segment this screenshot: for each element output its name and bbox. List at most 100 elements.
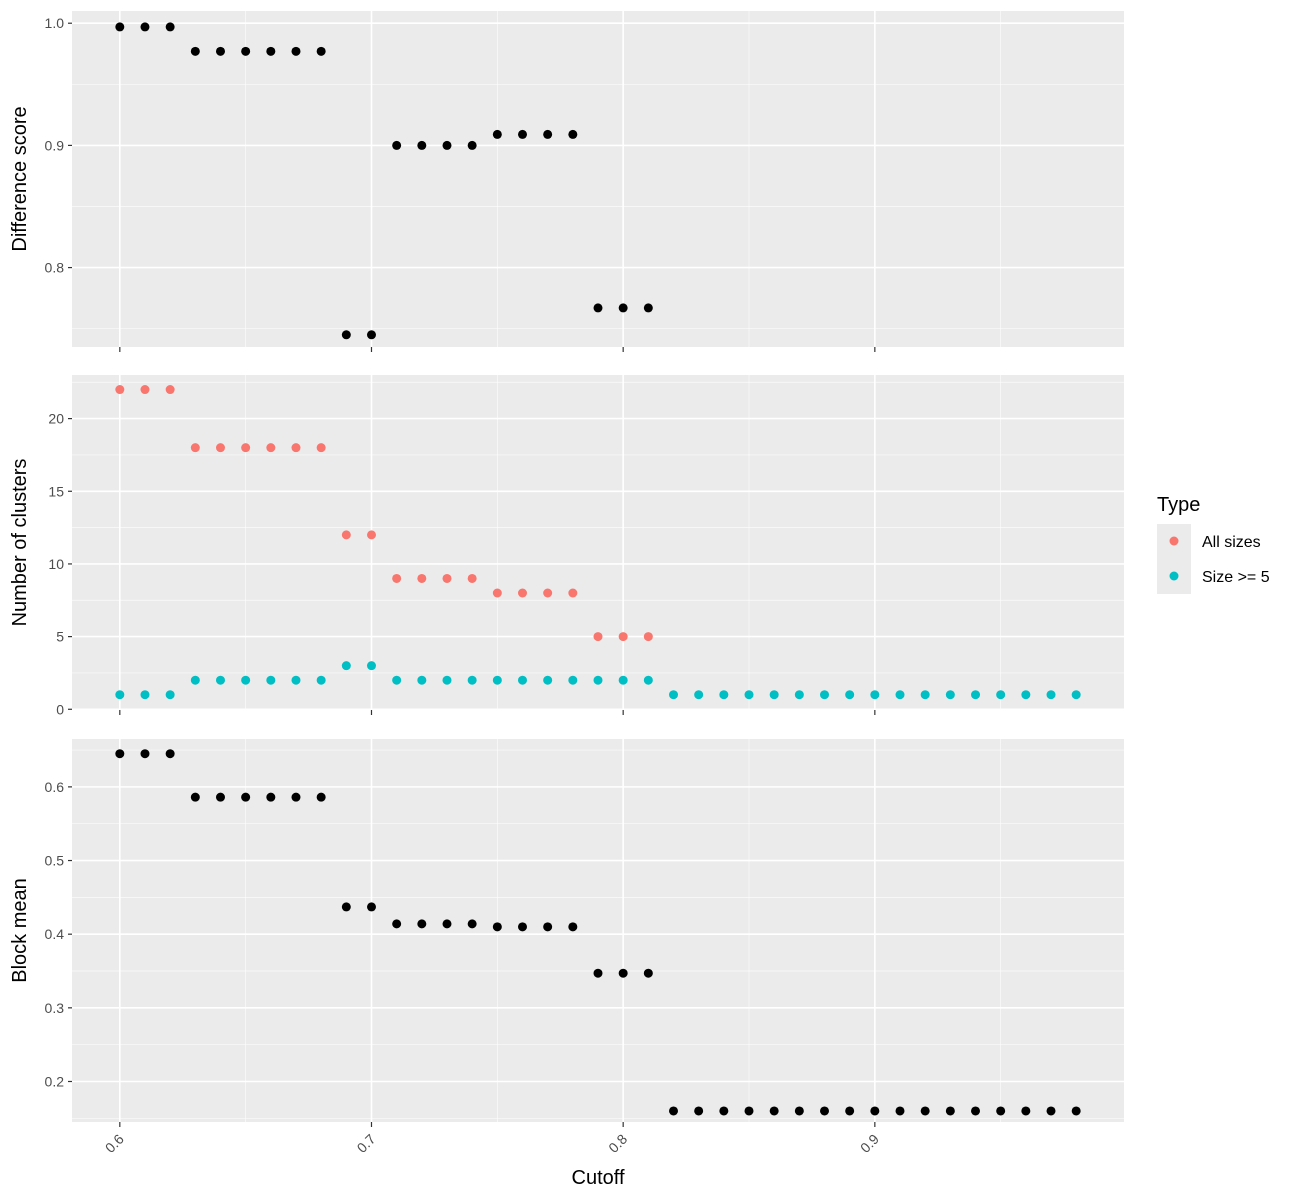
data-point: [694, 690, 704, 700]
data-point: [543, 129, 553, 139]
data-point: [845, 690, 855, 700]
data-point: [769, 1106, 779, 1116]
chart-panels: 0.8 0.9 1.0 Difference score 0 5 10 15 20 Number …: [9, 11, 1124, 1156]
data-point: [190, 46, 200, 56]
data-point: [266, 443, 276, 453]
legend-title: Type: [1157, 494, 1200, 516]
data-point: [140, 22, 150, 32]
y-tick-label: 0.4: [45, 926, 65, 942]
data-point: [971, 690, 981, 700]
data-point: [366, 530, 376, 540]
data-point: [1071, 1106, 1081, 1116]
data-point: [165, 22, 175, 32]
panel-background: [72, 375, 1124, 710]
data-point: [593, 632, 603, 642]
data-point: [392, 919, 402, 929]
data-point: [543, 922, 553, 932]
data-point: [215, 792, 225, 802]
data-point: [618, 632, 628, 642]
data-point: [920, 690, 930, 700]
data-point: [467, 573, 477, 583]
legend: Type All sizes Size >= 5: [1157, 494, 1270, 594]
data-point: [820, 690, 830, 700]
data-point: [719, 690, 729, 700]
data-point: [719, 1106, 729, 1116]
data-point: [492, 129, 502, 139]
data-point: [215, 443, 225, 453]
data-point: [568, 129, 578, 139]
data-point: [241, 443, 251, 453]
data-point: [417, 140, 427, 150]
series-points: [115, 749, 1081, 1116]
data-point: [543, 675, 553, 685]
data-point: [366, 661, 376, 671]
data-point: [341, 330, 351, 340]
data-point: [316, 46, 326, 56]
data-point: [115, 22, 125, 32]
data-point: [140, 385, 150, 395]
data-point: [467, 919, 477, 929]
y-tick-label: 1.0: [45, 15, 65, 31]
data-point: [643, 632, 653, 642]
data-point: [971, 1106, 981, 1116]
data-point: [1046, 690, 1056, 700]
data-point: [392, 573, 402, 583]
data-point: [643, 303, 653, 313]
data-point: [291, 46, 301, 56]
data-point: [996, 690, 1006, 700]
data-point: [115, 749, 125, 759]
data-point: [1046, 1106, 1056, 1116]
series-all-sizes: [115, 385, 653, 642]
data-point: [442, 140, 452, 150]
data-point: [492, 922, 502, 932]
data-point: [442, 675, 452, 685]
data-point: [669, 690, 679, 700]
data-point: [341, 902, 351, 912]
data-point: [618, 675, 628, 685]
x-tick-labels: 0.6 0.7 0.8 0.9: [102, 1131, 882, 1156]
y-tick-label: 0.9: [45, 137, 65, 153]
data-point: [593, 303, 603, 313]
data-point: [392, 140, 402, 150]
data-point: [593, 675, 603, 685]
legend-label-size-ge-5: Size >= 5: [1202, 569, 1270, 586]
y-tick-label: 0.8: [45, 260, 65, 276]
data-point: [392, 675, 402, 685]
legend-key-all-sizes: [1169, 536, 1179, 546]
legend-key-size-ge-5: [1169, 571, 1179, 581]
data-point: [895, 690, 905, 700]
data-point: [945, 690, 955, 700]
data-point: [845, 1106, 855, 1116]
data-point: [190, 443, 200, 453]
data-point: [366, 330, 376, 340]
data-point: [744, 690, 754, 700]
data-point: [215, 675, 225, 685]
data-point: [794, 1106, 804, 1116]
y-axis-title: Number of clusters: [9, 459, 31, 627]
data-point: [442, 919, 452, 929]
data-point: [341, 530, 351, 540]
data-point: [291, 675, 301, 685]
y-axis-title: Difference score: [9, 106, 31, 251]
data-point: [215, 46, 225, 56]
series-size-5: [115, 661, 1081, 700]
data-point: [492, 675, 502, 685]
x-tick-label: 0.9: [857, 1131, 882, 1156]
data-point: [316, 792, 326, 802]
data-point: [568, 588, 578, 598]
data-point: [769, 690, 779, 700]
data-point: [241, 675, 251, 685]
data-point: [115, 385, 125, 395]
legend-key-background: [1157, 524, 1191, 594]
panel-1: 0.8 0.9 1.0 Difference score: [9, 11, 1124, 352]
data-point: [291, 443, 301, 453]
data-point: [618, 303, 628, 313]
data-point: [417, 573, 427, 583]
y-axis-title: Block mean: [9, 878, 31, 983]
data-point: [568, 675, 578, 685]
data-point: [996, 1106, 1006, 1116]
data-point: [266, 792, 276, 802]
data-point: [643, 968, 653, 978]
data-point: [190, 792, 200, 802]
